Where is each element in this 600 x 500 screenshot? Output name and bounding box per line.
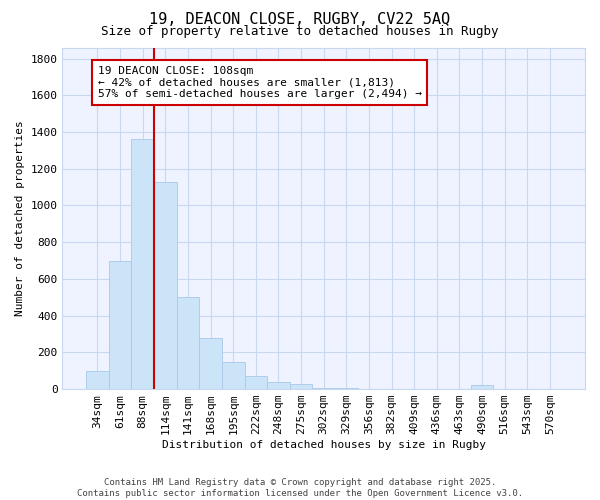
Text: 19, DEACON CLOSE, RUGBY, CV22 5AQ: 19, DEACON CLOSE, RUGBY, CV22 5AQ (149, 12, 451, 28)
Bar (471, 386, 493, 389)
Bar (335, 388, 358, 389)
X-axis label: Distribution of detached houses by size in Rugby: Distribution of detached houses by size … (162, 440, 486, 450)
Bar (131, 140, 154, 389)
Text: Size of property relative to detached houses in Rugby: Size of property relative to detached ho… (101, 25, 499, 38)
Bar (290, 384, 313, 389)
Bar (313, 388, 335, 389)
Bar (267, 382, 290, 389)
Text: 19 DEACON CLOSE: 108sqm
← 42% of detached houses are smaller (1,813)
57% of semi: 19 DEACON CLOSE: 108sqm ← 42% of detache… (98, 66, 422, 99)
Text: Contains HM Land Registry data © Crown copyright and database right 2025.
Contai: Contains HM Land Registry data © Crown c… (77, 478, 523, 498)
Bar (245, 376, 267, 389)
Y-axis label: Number of detached properties: Number of detached properties (15, 120, 25, 316)
Bar (109, 260, 131, 389)
Bar (199, 338, 222, 389)
Bar (222, 362, 245, 389)
Bar (176, 298, 199, 389)
Bar (86, 370, 109, 389)
Bar (154, 182, 176, 389)
